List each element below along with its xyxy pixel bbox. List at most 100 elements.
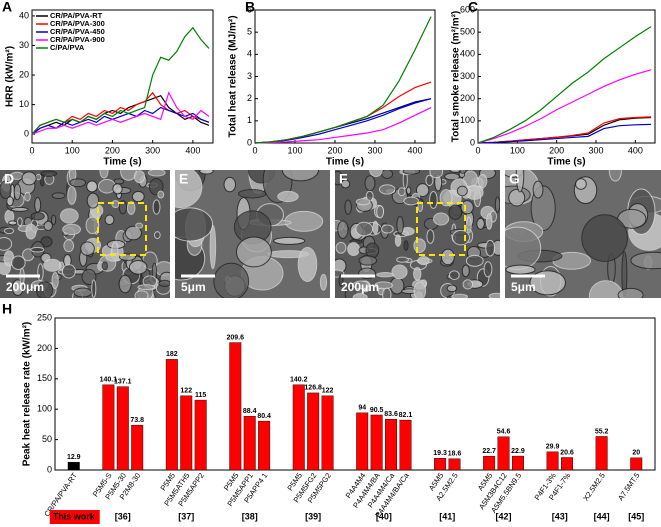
pore [396, 256, 409, 263]
value-label: 122 [180, 388, 192, 395]
y-tick-label: 30 [19, 40, 29, 50]
x-axis-label: Time (s) [547, 157, 585, 168]
scale-label: 200μm [6, 280, 44, 294]
value-label: 209.6 [227, 334, 245, 341]
pore [505, 226, 542, 271]
pore [30, 212, 45, 221]
bar [194, 399, 207, 471]
x-tick-label: 200 [327, 145, 342, 155]
pore [403, 240, 409, 251]
value-label: 20 [632, 450, 640, 457]
y-tick-label: 600 [460, 4, 475, 14]
pore [51, 192, 66, 199]
pore [448, 270, 460, 280]
y-tick-label: 10 [19, 99, 29, 109]
x-tick-label: 0 [29, 145, 34, 155]
bar [546, 451, 559, 471]
scale-label: 200μm [341, 280, 379, 294]
pore [235, 236, 272, 268]
pore [297, 246, 318, 282]
bar [399, 419, 412, 471]
x-tick-label: 300 [145, 145, 160, 155]
pore [91, 279, 97, 298]
category-label: X2.5M2.5 [581, 471, 607, 502]
pore [403, 196, 419, 206]
x-tick-label: 400 [407, 145, 422, 155]
pore [99, 170, 109, 179]
reference-label: [43] [552, 511, 568, 521]
pore [425, 174, 434, 187]
plot-frame [54, 317, 656, 471]
x-tick-label: 100 [287, 145, 302, 155]
x-tick-label: 100 [65, 145, 80, 155]
pore [126, 201, 136, 215]
bar [370, 414, 383, 471]
series-line [31, 26, 210, 135]
pore [112, 183, 123, 195]
bar [243, 416, 256, 471]
pore [152, 199, 161, 215]
pore [111, 200, 120, 209]
series-line [477, 69, 652, 144]
reference-label: This work [53, 511, 96, 521]
pore [396, 216, 404, 235]
scale-label: 5μm [181, 280, 206, 294]
pore [485, 239, 496, 257]
legend-label: CR/PA/PVA-900 [50, 35, 105, 44]
panel-letter: G [509, 171, 520, 187]
bar [385, 418, 398, 471]
pore [175, 207, 214, 242]
plot-frame [254, 9, 436, 144]
y-axis-label: HRR (kW/m²) [5, 46, 16, 107]
pore [355, 198, 371, 206]
panel-letter: D [4, 171, 14, 187]
pore [223, 176, 237, 193]
panel-letter: F [339, 171, 348, 187]
x-tick-label: 300 [367, 145, 382, 155]
reference-label: [44] [594, 511, 610, 521]
value-label: 80.4 [257, 413, 271, 420]
y-tick-label: 5 [247, 27, 252, 37]
pore [429, 190, 438, 209]
bar [356, 412, 369, 471]
value-label: 83.6 [384, 411, 398, 418]
value-label: 137.1 [114, 378, 132, 385]
bar [258, 420, 271, 471]
pore [376, 205, 385, 219]
legend-label: C/PA/PVA [50, 43, 85, 52]
y-tick-label: 100 [37, 404, 52, 414]
pore [485, 213, 493, 230]
scale-label: 5μm [511, 280, 536, 294]
pore [113, 178, 125, 185]
reference-highlight [49, 510, 100, 524]
x-tick-label: 200 [549, 145, 564, 155]
bar [292, 384, 305, 471]
bar [131, 424, 144, 471]
pore [352, 293, 368, 298]
pore [364, 175, 376, 192]
bar [165, 359, 178, 471]
panel-letter: A [2, 0, 12, 15]
pore [466, 216, 472, 234]
y-tick-label: 50 [42, 434, 52, 444]
pore [382, 287, 392, 298]
bar [561, 457, 573, 471]
pore [158, 279, 170, 287]
bar [116, 386, 129, 471]
reference-label: [41] [439, 511, 455, 521]
legend-label: CR/PA/PVA-300 [50, 19, 105, 28]
pore [51, 272, 59, 290]
pore [3, 227, 15, 235]
sem-image: F 200μm [335, 170, 500, 298]
x-axis-label: Time (s) [326, 157, 364, 168]
pore [451, 229, 470, 246]
value-label: 126.8 [304, 385, 322, 392]
pore [340, 179, 351, 189]
reference-label: [42] [496, 511, 512, 521]
y-tick-label: 150 [37, 373, 52, 383]
value-label: 140.1 [100, 377, 118, 384]
pore [426, 229, 435, 244]
value-label: 18.6 [448, 451, 462, 458]
bar [180, 395, 193, 471]
bar [448, 458, 461, 471]
